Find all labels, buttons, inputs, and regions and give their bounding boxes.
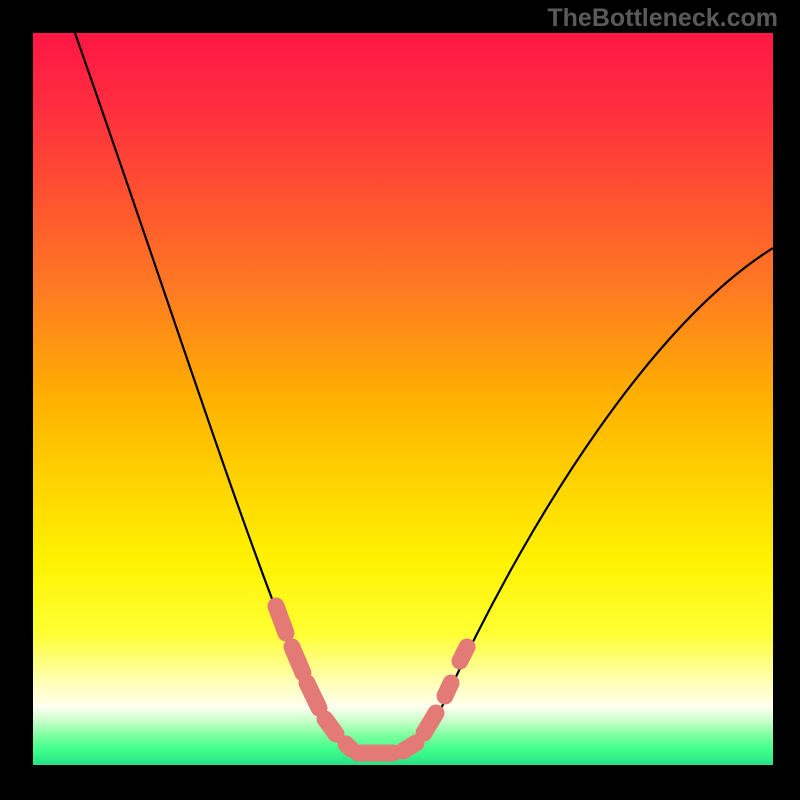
highlight-segment bbox=[460, 647, 467, 661]
highlight-segment bbox=[307, 683, 319, 708]
plot-area bbox=[33, 33, 773, 765]
highlight-segment bbox=[445, 683, 451, 696]
watermark-text: TheBottleneck.com bbox=[547, 4, 778, 33]
highlight-segment bbox=[292, 647, 303, 673]
curve-layer bbox=[33, 33, 773, 765]
highlight-segment bbox=[325, 719, 336, 734]
highlight-segment bbox=[403, 743, 416, 751]
chart-container: TheBottleneck.com bbox=[0, 0, 800, 800]
highlight-segment bbox=[346, 744, 351, 749]
highlight-segment bbox=[276, 606, 286, 633]
main-curve bbox=[75, 33, 773, 753]
highlight-segment bbox=[424, 713, 436, 733]
